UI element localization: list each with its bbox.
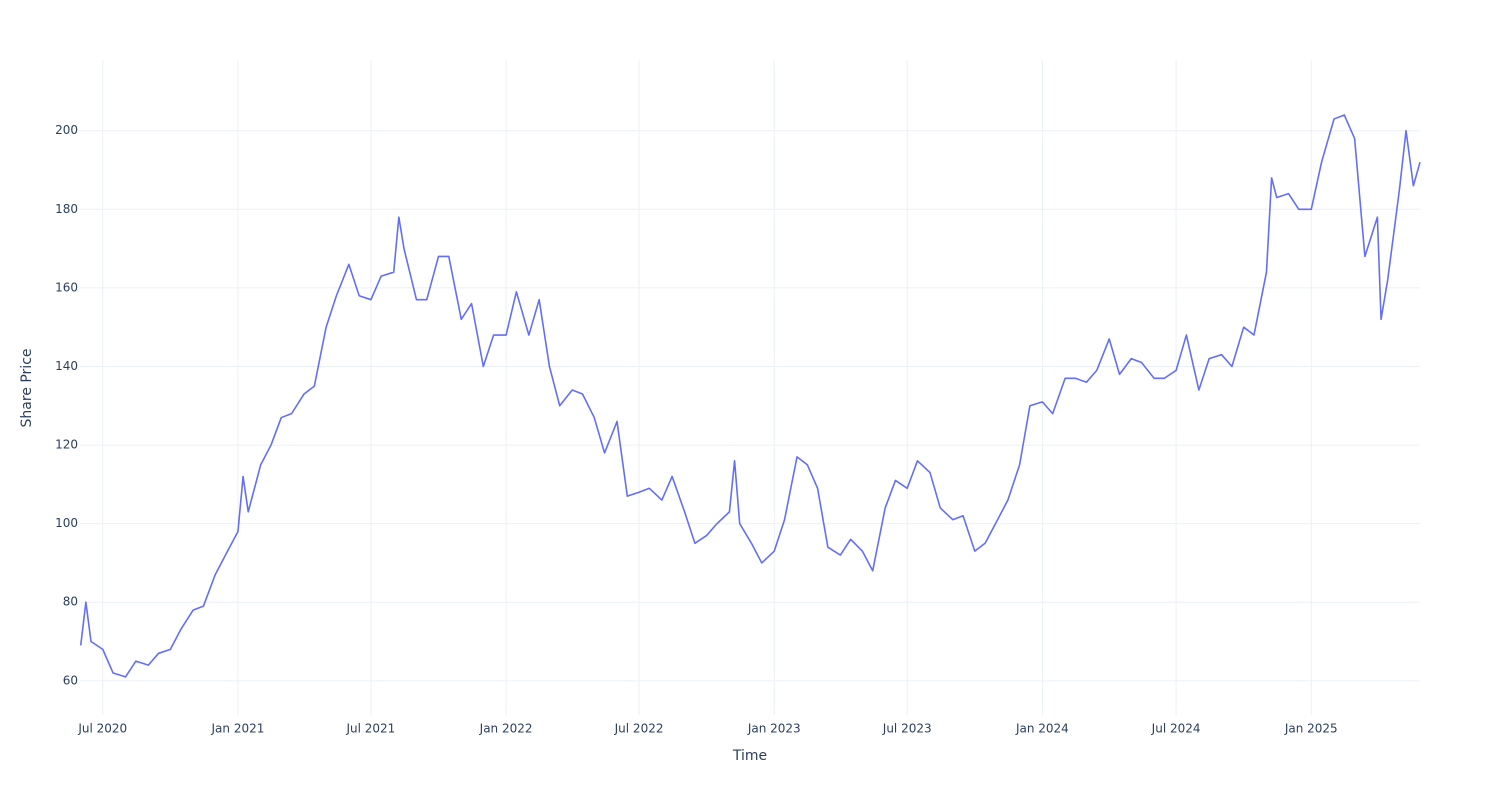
y-tick-label: 180 [55,202,78,216]
x-tick-label: Jan 2025 [1284,722,1338,736]
x-tick-label: Jan 2023 [747,722,801,736]
y-tick-label: 100 [55,516,78,530]
y-tick-label: 160 [55,280,78,294]
y-tick-label: 80 [63,595,78,609]
y-tick-label: 140 [55,359,78,373]
x-tick-label: Jul 2022 [614,722,664,736]
x-tick-label: Jan 2024 [1015,722,1069,736]
price-line [79,114,1421,678]
y-tick-label: 120 [55,438,78,452]
y-tick-label: 60 [63,673,78,687]
x-tick-label: Jul 2023 [882,722,932,736]
x-axis-title: Time [732,748,767,764]
x-tick-label: Jul 2024 [1151,722,1201,736]
x-tick-label: Jan 2022 [479,722,533,736]
y-tick-label: 200 [55,123,78,137]
x-tick-label: Jan 2021 [211,722,265,736]
y-axis-title: Share Price [19,348,35,427]
x-tick-label: Jul 2020 [77,722,127,736]
x-tick-label: Jul 2021 [345,722,395,736]
grid [80,60,1420,715]
